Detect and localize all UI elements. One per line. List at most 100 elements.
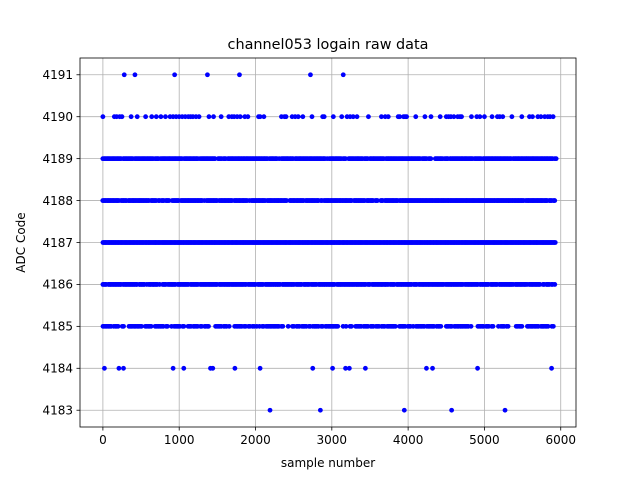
- data-point: [545, 323, 551, 329]
- data-point: [422, 114, 428, 120]
- data-point: [505, 323, 511, 329]
- data-point: [469, 114, 474, 120]
- data-point: [374, 198, 380, 203]
- data-point: [350, 114, 356, 120]
- data-point: [181, 365, 187, 371]
- data-point: [267, 407, 273, 413]
- data-point: [552, 240, 558, 245]
- data-point: [181, 323, 187, 329]
- data-point: [237, 72, 242, 78]
- x-tick-label: 3000: [317, 433, 348, 447]
- y-tick-label: 4187: [42, 236, 73, 250]
- data-point: [428, 114, 434, 120]
- data-point: [552, 282, 558, 287]
- x-tick-label: 4000: [393, 433, 424, 447]
- chart-title: channel053 logain raw data: [228, 37, 429, 53]
- data-point: [121, 365, 126, 371]
- data-point: [379, 114, 384, 120]
- y-tick-label: 4184: [42, 362, 73, 376]
- data-point: [283, 114, 289, 120]
- data-point: [172, 72, 178, 78]
- data-point: [490, 323, 496, 329]
- data-point: [115, 323, 121, 329]
- x-tick-label: 1000: [164, 433, 195, 447]
- data-point: [500, 114, 506, 120]
- y-tick-label: 4188: [42, 194, 73, 208]
- data-point: [309, 114, 315, 120]
- data-point: [226, 323, 232, 329]
- y-tick-label: 4189: [42, 152, 73, 166]
- data-point: [438, 323, 444, 329]
- data-point: [385, 114, 391, 120]
- data-point: [339, 114, 345, 120]
- data-point: [482, 114, 487, 120]
- data-point: [205, 72, 210, 78]
- data-point: [519, 323, 525, 329]
- data-point: [475, 365, 480, 371]
- data-point: [232, 365, 238, 371]
- data-point: [116, 365, 122, 371]
- data-point: [308, 72, 313, 78]
- data-point: [349, 323, 354, 329]
- data-point: [335, 323, 341, 329]
- data-point: [121, 323, 126, 329]
- data-point: [128, 114, 134, 120]
- data-point: [149, 114, 155, 120]
- data-point: [552, 198, 558, 203]
- data-point: [397, 114, 403, 120]
- data-point: [413, 114, 419, 120]
- data-point: [477, 114, 483, 120]
- data-point: [211, 114, 216, 120]
- data-point: [257, 114, 263, 120]
- data-point: [102, 365, 107, 371]
- data-point: [519, 114, 525, 120]
- data-point: [218, 114, 224, 120]
- data-point: [362, 365, 368, 371]
- y-tick-label: 4190: [42, 110, 73, 124]
- data-point: [502, 407, 508, 413]
- data-point: [530, 114, 535, 120]
- y-tick-label: 4186: [42, 278, 73, 292]
- data-point: [134, 114, 140, 120]
- data-point: [206, 114, 212, 120]
- data-point: [206, 323, 211, 329]
- data-point: [237, 114, 243, 120]
- data-point: [295, 114, 301, 120]
- data-point: [354, 114, 360, 120]
- data-point: [366, 114, 371, 120]
- data-point: [300, 114, 306, 120]
- data-point: [393, 323, 398, 329]
- data-point: [538, 114, 544, 120]
- data-point: [428, 156, 434, 162]
- data-point: [550, 323, 556, 329]
- data-point: [139, 323, 144, 329]
- data-point: [404, 114, 409, 120]
- data-point: [121, 72, 127, 78]
- x-tick-label: 0: [99, 433, 107, 447]
- data-point: [196, 114, 202, 120]
- data-point: [468, 323, 474, 329]
- data-points: [100, 72, 559, 413]
- data-point: [549, 365, 554, 371]
- x-tick-label: 6000: [545, 433, 576, 447]
- data-point: [553, 156, 559, 162]
- data-point: [343, 365, 348, 371]
- data-point: [163, 114, 168, 120]
- data-point: [170, 365, 176, 371]
- data-point: [261, 114, 267, 120]
- data-point: [100, 114, 106, 120]
- data-point: [143, 114, 149, 120]
- data-point: [550, 114, 556, 120]
- data-point: [437, 114, 443, 120]
- x-tick-label: 5000: [469, 433, 500, 447]
- data-point: [245, 114, 251, 120]
- data-point: [509, 114, 515, 120]
- x-axis-label: sample number: [281, 456, 375, 470]
- data-point: [119, 114, 125, 120]
- data-point: [489, 114, 495, 120]
- data-point: [330, 365, 335, 371]
- data-point: [449, 407, 455, 413]
- data-point: [317, 407, 323, 413]
- data-point: [321, 114, 327, 120]
